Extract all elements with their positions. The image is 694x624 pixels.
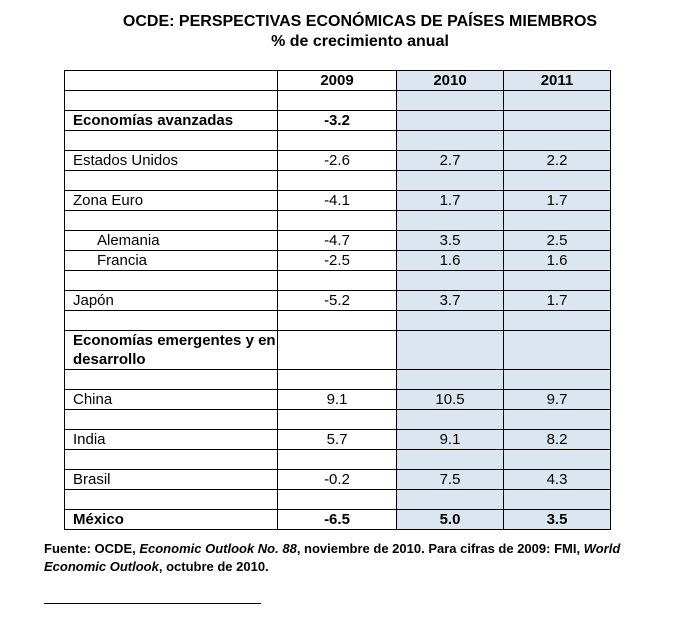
source-middle: , noviembre de 2010. Para cifras de 2009… xyxy=(296,541,584,556)
table-row: Economías avanzadas -3.2 xyxy=(64,110,611,131)
source-publication-imf: World Economic Outlook xyxy=(44,541,621,574)
value-2011 xyxy=(503,110,611,131)
spacer-row xyxy=(64,409,611,430)
table-row: India 5.7 9.1 8.2 xyxy=(64,429,611,450)
spacer-row xyxy=(64,449,611,470)
value-2009: -4.1 xyxy=(277,190,397,211)
header-cell-2011: 2011 xyxy=(503,70,611,91)
row-label: Estados Unidos xyxy=(64,150,278,171)
value-2009: -5.2 xyxy=(277,290,397,311)
value-2011: 1.7 xyxy=(503,290,611,311)
value-2011: 8.2 xyxy=(503,429,611,450)
table-row: Japón -5.2 3.7 1.7 xyxy=(64,290,611,311)
row-label: Japón xyxy=(64,290,278,311)
spacer-row xyxy=(64,130,611,151)
value-2010: 10.5 xyxy=(396,389,504,410)
source-publication-oecd: Economic Outlook No. 88 xyxy=(139,541,297,556)
spacer-row xyxy=(64,310,611,331)
value-2009: -0.2 xyxy=(277,469,397,490)
source-prefix: Fuente: OCDE, xyxy=(44,541,140,556)
page-title: OCDE: PERSPECTIVAS ECONÓMICAS DE PAÍSES … xyxy=(122,13,598,30)
value-2009: -3.2 xyxy=(277,110,397,131)
value-2010 xyxy=(396,330,504,370)
value-2009: 5.7 xyxy=(277,429,397,450)
value-2011: 3.5 xyxy=(503,509,611,530)
value-2011: 2.2 xyxy=(503,150,611,171)
table-row: Zona Euro -4.1 1.7 1.7 xyxy=(64,190,611,211)
value-2009: -2.5 xyxy=(277,250,397,271)
header-cell-2009: 2009 xyxy=(277,70,397,91)
row-label: Zona Euro xyxy=(64,190,278,211)
header-cell-blank xyxy=(64,70,278,91)
row-label: Economías emergentes y en desarrollo xyxy=(64,330,278,370)
value-2010: 3.7 xyxy=(396,290,504,311)
value-2010: 2.7 xyxy=(396,150,504,171)
spacer-row xyxy=(64,270,611,291)
value-2010: 7.5 xyxy=(396,469,504,490)
table-row: Alemania -4.7 3.5 2.5 xyxy=(64,230,611,251)
value-2010: 1.7 xyxy=(396,190,504,211)
value-2011: 4.3 xyxy=(503,469,611,490)
value-2010: 1.6 xyxy=(396,250,504,271)
value-2011 xyxy=(503,330,611,370)
footnote-separator xyxy=(44,603,261,604)
spacer-row xyxy=(64,170,611,191)
table-row: Economías emergentes y en desarrollo xyxy=(64,330,611,370)
value-2011: 9.7 xyxy=(503,389,611,410)
header-cell-2010: 2010 xyxy=(396,70,504,91)
spacer-row xyxy=(64,90,611,111)
value-2009: -4.7 xyxy=(277,230,397,251)
growth-table: 2009 2010 2011 Economías avanzadas -3.2 … xyxy=(64,70,611,530)
row-label: Economías avanzadas xyxy=(64,110,278,131)
row-label: Alemania xyxy=(64,230,278,251)
value-2009: 9.1 xyxy=(277,389,397,410)
value-2011: 1.7 xyxy=(503,190,611,211)
row-label: México xyxy=(64,509,278,530)
value-2010: 9.1 xyxy=(396,429,504,450)
value-2010: 3.5 xyxy=(396,230,504,251)
value-2011: 2.5 xyxy=(503,230,611,251)
row-label: China xyxy=(64,389,278,410)
page-subtitle: % de crecimiento anual xyxy=(271,33,449,50)
row-label: India xyxy=(64,429,278,450)
table-header-row: 2009 2010 2011 xyxy=(64,70,611,91)
value-2010 xyxy=(396,110,504,131)
table-row: China 9.1 10.5 9.7 xyxy=(64,389,611,410)
table-row: México -6.5 5.0 3.5 xyxy=(64,509,611,530)
source-note: Fuente: OCDE, Economic Outlook No. 88, n… xyxy=(44,540,684,576)
value-2010: 5.0 xyxy=(396,509,504,530)
value-2009 xyxy=(277,330,397,370)
table-row: Brasil -0.2 7.5 4.3 xyxy=(64,469,611,490)
table-row: Estados Unidos -2.6 2.7 2.2 xyxy=(64,150,611,171)
value-2009: -2.6 xyxy=(277,150,397,171)
row-label: Francia xyxy=(64,250,278,271)
table-row: Francia -2.5 1.6 1.6 xyxy=(64,250,611,271)
value-2009: -6.5 xyxy=(277,509,397,530)
spacer-row xyxy=(64,369,611,390)
spacer-row xyxy=(64,210,611,231)
source-suffix: , octubre de 2010. xyxy=(158,559,269,574)
value-2011: 1.6 xyxy=(503,250,611,271)
spacer-row xyxy=(64,489,611,510)
row-label: Brasil xyxy=(64,469,278,490)
